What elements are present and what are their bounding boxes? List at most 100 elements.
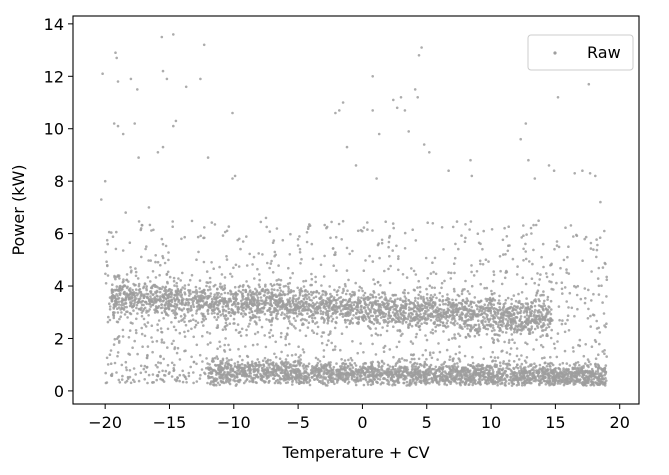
data-point	[447, 365, 451, 368]
data-point	[341, 291, 344, 295]
data-point	[526, 374, 529, 378]
data-point	[363, 316, 367, 319]
data-point	[180, 308, 183, 312]
data-point	[281, 311, 284, 315]
data-point	[399, 316, 403, 319]
data-point	[308, 298, 312, 302]
data-point	[417, 293, 421, 297]
data-point	[261, 375, 264, 378]
data-point	[262, 363, 265, 367]
data-point	[323, 369, 326, 373]
data-point	[174, 289, 178, 293]
data-point	[411, 313, 414, 316]
data-point	[460, 292, 464, 296]
data-point	[366, 375, 370, 379]
data-point	[371, 366, 375, 369]
data-point	[134, 291, 138, 295]
data-point	[151, 270, 155, 273]
data-point	[478, 308, 482, 312]
data-point	[548, 322, 552, 326]
data-point	[211, 309, 214, 313]
data-point	[459, 307, 463, 311]
data-point	[381, 310, 384, 314]
data-point	[586, 370, 589, 374]
data-point	[253, 292, 256, 296]
data-point	[356, 316, 360, 319]
data-point	[444, 302, 447, 306]
data-point	[357, 370, 361, 374]
data-point	[172, 311, 175, 315]
data-point	[423, 360, 427, 364]
data-point	[264, 296, 268, 300]
data-point	[393, 303, 396, 306]
data-point	[442, 330, 445, 333]
data-point	[450, 305, 454, 308]
data-point	[490, 314, 493, 317]
data-point	[274, 340, 278, 344]
data-point	[126, 295, 130, 298]
data-point	[523, 377, 527, 380]
data-point	[450, 318, 454, 321]
data-point	[248, 290, 252, 293]
data-point	[500, 315, 503, 319]
data-point	[229, 314, 232, 318]
data-point	[275, 362, 278, 366]
data-point	[362, 306, 366, 310]
data-point	[341, 315, 345, 318]
data-point	[118, 277, 121, 280]
data-point	[193, 296, 197, 299]
data-point	[439, 367, 443, 370]
data-point	[266, 359, 269, 363]
data-point	[344, 321, 347, 324]
data-point	[366, 306, 370, 309]
data-point	[374, 300, 377, 304]
data-point	[104, 272, 107, 276]
data-point	[289, 372, 293, 375]
data-point	[521, 306, 524, 310]
data-point	[433, 368, 436, 371]
data-point	[534, 376, 537, 379]
data-point	[302, 367, 306, 370]
data-point	[128, 297, 131, 301]
data-point	[227, 310, 231, 314]
data-point	[251, 303, 255, 306]
data-point	[339, 309, 343, 313]
data-point	[261, 359, 265, 363]
data-point	[430, 376, 434, 380]
data-point	[298, 329, 302, 332]
data-point	[280, 313, 283, 317]
data-point	[302, 350, 306, 354]
data-point	[522, 311, 526, 314]
data-point	[523, 326, 526, 329]
data-point	[418, 290, 422, 294]
data-point	[562, 367, 565, 370]
data-point	[566, 374, 570, 378]
data-point	[326, 310, 330, 313]
data-point	[183, 287, 187, 290]
data-point	[592, 377, 595, 381]
data-point	[319, 312, 323, 315]
data-point	[477, 323, 481, 327]
data-point	[491, 324, 495, 327]
data-point	[241, 315, 245, 318]
data-point	[419, 306, 422, 310]
data-point	[604, 377, 607, 380]
data-point	[528, 314, 532, 318]
data-point	[218, 383, 221, 387]
data-point	[427, 303, 431, 307]
data-point	[183, 314, 187, 318]
data-point	[167, 293, 171, 296]
data-point	[227, 299, 231, 303]
data-point	[151, 303, 154, 307]
data-point	[210, 368, 213, 371]
data-point	[206, 312, 210, 316]
data-point	[333, 309, 337, 313]
data-point	[177, 277, 180, 280]
data-point	[117, 306, 121, 309]
data-point	[441, 299, 445, 302]
data-point	[544, 376, 547, 379]
data-point	[197, 303, 201, 306]
data-point	[534, 308, 537, 312]
data-point	[486, 323, 490, 327]
data-point	[403, 377, 406, 380]
